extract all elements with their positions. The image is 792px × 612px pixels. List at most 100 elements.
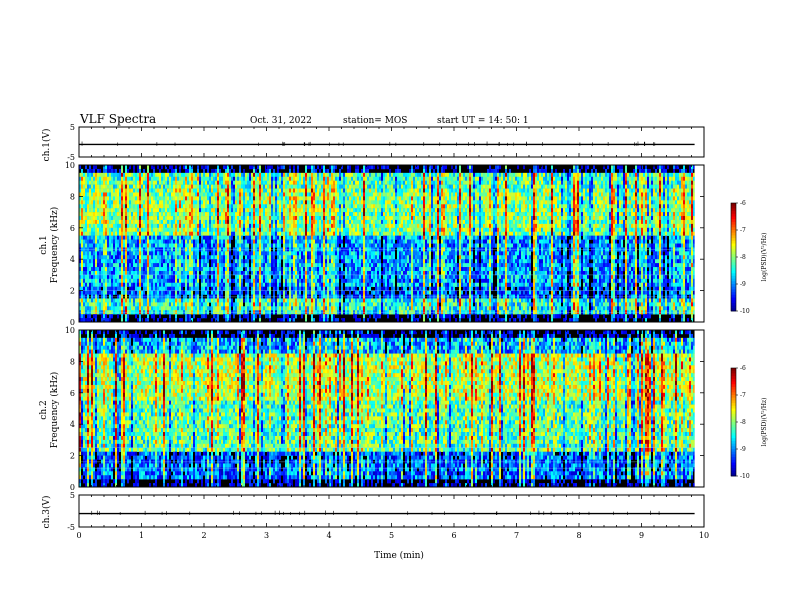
spectrogram-cell	[289, 223, 291, 229]
spectrogram-cell	[143, 282, 145, 287]
y-tick-label: -5	[67, 153, 75, 162]
spectrogram-cell	[225, 227, 227, 233]
spectrogram-cell	[227, 302, 229, 307]
spectrogram-cell	[205, 184, 207, 189]
spectrogram-cell	[333, 314, 335, 319]
spectrogram-cell	[85, 180, 87, 185]
spectrogram-cell	[233, 208, 235, 213]
spectrogram-cell	[261, 298, 263, 303]
spectrogram-cell	[93, 278, 95, 284]
spectrogram-cell	[105, 184, 107, 189]
spectrogram-cell	[107, 168, 109, 174]
spectrogram-cell	[325, 243, 327, 248]
spectrogram-cell	[219, 255, 221, 260]
spectrogram-cell	[279, 176, 281, 181]
spectrogram-cell	[281, 290, 283, 295]
spectrogram-cell	[85, 255, 87, 260]
spectrogram-cell	[91, 267, 93, 272]
spectrogram-cell	[115, 219, 117, 225]
spectrogram-cell	[201, 196, 203, 201]
spectrogram-cell	[337, 196, 339, 201]
spectrogram-cell	[197, 302, 199, 307]
spectrogram-cell	[315, 200, 317, 205]
spectrogram-cell	[129, 200, 131, 205]
spectrogram-cell	[121, 231, 123, 236]
spectrogram-cell	[245, 298, 247, 303]
spectrogram-cell	[249, 282, 251, 287]
spectrogram-cell	[229, 180, 231, 185]
spectrogram-cell	[255, 243, 257, 248]
spectrogram-cell	[111, 231, 113, 236]
spectrogram-cell	[91, 188, 93, 193]
spectrogram-cell	[117, 270, 119, 276]
spectrogram-cell	[79, 188, 81, 193]
spectrogram-cell	[95, 314, 97, 319]
spectrogram-cell	[269, 302, 271, 307]
spectrogram-cell	[237, 172, 239, 178]
spectrogram-cell	[81, 318, 83, 322]
spectrogram-cell	[183, 192, 185, 197]
spectrogram-cell	[101, 243, 103, 248]
spectrogram-cell	[209, 184, 211, 189]
spectrogram-cell	[285, 204, 287, 209]
spectrogram-cell	[199, 196, 201, 201]
spectrogram-cell	[269, 192, 271, 197]
spectrogram-cell	[195, 263, 197, 268]
spectrogram-cell	[89, 223, 91, 229]
spectrogram-cell	[263, 306, 265, 311]
spectrogram-cell	[93, 302, 95, 307]
spectrogram-cell	[201, 282, 203, 287]
spectrogram-cell	[139, 231, 141, 236]
spectrogram-cell	[149, 243, 151, 248]
spectrogram-cell	[189, 188, 191, 193]
spectrogram-cell	[319, 188, 321, 193]
spectrogram-cell	[193, 231, 195, 236]
spectrogram-cell	[247, 239, 249, 244]
spectrogram-cell	[157, 223, 159, 229]
spectrogram-cell	[81, 176, 83, 181]
spectrogram-cell	[279, 318, 281, 322]
spectrogram-cell	[151, 165, 153, 170]
spectrogram-cell	[85, 235, 87, 240]
spectrogram-cell	[161, 204, 163, 209]
spectrogram-cell	[107, 282, 109, 287]
spectrogram-cell	[269, 219, 271, 225]
spectrogram-cell	[93, 208, 95, 213]
spectrogram-cell	[103, 196, 105, 201]
spectrogram-cell	[311, 278, 313, 284]
spectrogram-cell	[161, 306, 163, 311]
spectrogram-cell	[329, 278, 331, 284]
spectrogram-cell	[103, 282, 105, 287]
spectrogram-cell	[257, 208, 259, 213]
spectrogram-cell	[87, 235, 89, 240]
spectrogram-cell	[247, 208, 249, 213]
spectrogram-cell	[273, 243, 275, 248]
spectrogram-cell	[229, 200, 231, 205]
spectrogram-cell	[105, 278, 107, 284]
spectrogram-cell	[171, 302, 173, 307]
spectrogram-cell	[123, 192, 125, 197]
spectrogram-cell	[147, 188, 149, 193]
spectrogram-cell	[85, 216, 87, 221]
spectrogram-cell	[219, 290, 221, 295]
spectrogram-cell	[297, 270, 299, 276]
spectrogram-cell	[181, 219, 183, 225]
spectrogram-cell	[137, 298, 139, 303]
spectrogram-cell	[139, 176, 141, 181]
spectrogram-cell	[93, 274, 95, 280]
spectrogram-cell	[107, 243, 109, 248]
spectrogram-cell	[155, 290, 157, 295]
spectrogram-cell	[277, 192, 279, 197]
spectrogram-cell	[223, 208, 225, 213]
spectrogram-cell	[245, 196, 247, 201]
spectrogram-cell	[259, 270, 261, 276]
spectrogram-cell	[251, 274, 253, 280]
spectrogram-cell	[301, 314, 303, 319]
spectrogram-cell	[293, 212, 295, 217]
spectrogram-cell	[209, 208, 211, 213]
spectrogram-cell	[89, 243, 91, 248]
spectrogram-cell	[213, 204, 215, 209]
spectrogram-cell	[193, 239, 195, 244]
spectrogram-cell	[221, 208, 223, 213]
spectrogram-cell	[273, 263, 275, 268]
